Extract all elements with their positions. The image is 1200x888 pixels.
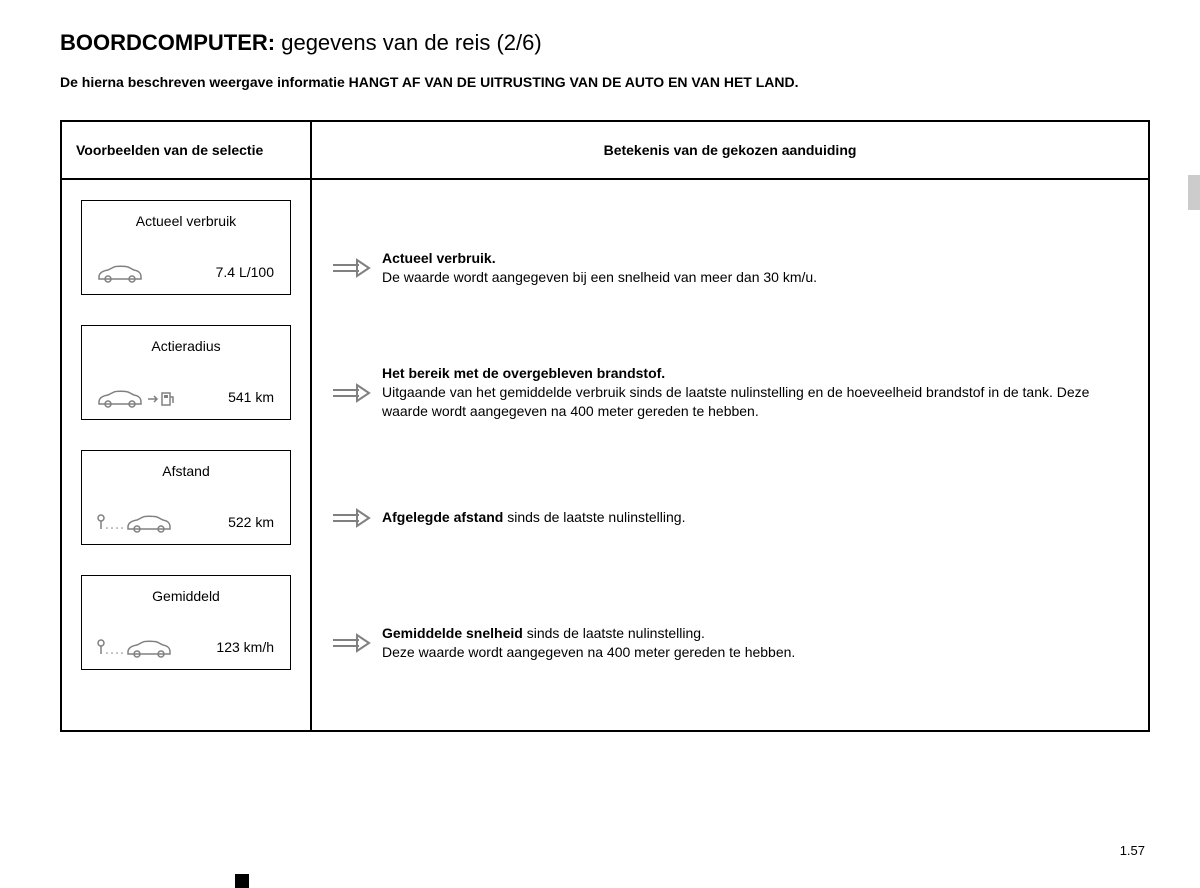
display-value: 123 km/h — [216, 639, 274, 655]
meaning-text: Actueel verbruik. De waarde wordt aangeg… — [382, 249, 1138, 287]
meaning-row: Gemiddelde snelheid sinds de laatste nul… — [322, 580, 1138, 705]
title-rest: gegevens van de reis (2/6) — [275, 30, 542, 55]
pin-car-icon — [96, 637, 171, 659]
page-number: 1.57 — [1120, 843, 1145, 858]
arrow-icon — [322, 382, 382, 404]
meaning-row: Afgelegde afstand sinds de laatste nulin… — [322, 455, 1138, 580]
info-table: Voorbeelden van de selectie Betekenis va… — [60, 120, 1150, 732]
meaning-text: Afgelegde afstand sinds de laatste nulin… — [382, 508, 1138, 527]
desc-rest: De waarde wordt aangegeven bij een snelh… — [382, 269, 817, 285]
meaning-row: Actueel verbruik. De waarde wordt aangeg… — [322, 205, 1138, 330]
desc-bold: Het bereik met de overgebleven brandstof… — [382, 365, 665, 381]
display-title: Afstand — [82, 451, 290, 479]
display-title: Actueel verbruik — [82, 201, 290, 229]
title-bold: BOORDCOMPUTER: — [60, 30, 275, 55]
meaning-row: Het bereik met de overgebleven brandstof… — [322, 330, 1138, 455]
page-subtitle: De hierna beschreven weergave informatie… — [60, 74, 1150, 90]
meanings-cell: Actueel verbruik. De waarde wordt aangeg… — [311, 179, 1149, 731]
desc-bold: Actueel verbruik. — [382, 250, 496, 266]
display-box-range: Actieradius 5 — [81, 325, 291, 420]
display-box-average: Gemiddeld — [81, 575, 291, 670]
display-box-distance: Afstand — [81, 450, 291, 545]
examples-cell: Actueel verbruik 7.4 L/100 Actieradius — [61, 179, 311, 731]
display-value: 7.4 L/100 — [216, 264, 274, 280]
desc-rest: sinds de laatste nulinstelling. — [503, 509, 685, 525]
desc-rest: sinds de laatste nulinstelling. — [523, 625, 705, 641]
desc-line2: Deze waarde wordt aangegeven na 400 mete… — [382, 644, 795, 660]
pin-car-icon — [96, 512, 171, 534]
column-header-meaning: Betekenis van de gekozen aanduiding — [311, 121, 1149, 179]
page-title: BOORDCOMPUTER: gegevens van de reis (2/6… — [60, 30, 1150, 56]
car-icon — [96, 264, 144, 284]
desc-bold: Gemiddelde snelheid — [382, 625, 523, 641]
display-title: Actieradius — [82, 326, 290, 354]
desc-rest: Uitgaande van het gemiddelde verbruik si… — [382, 384, 1089, 419]
desc-bold: Afgelegde afstand — [382, 509, 503, 525]
meaning-text: Gemiddelde snelheid sinds de laatste nul… — [382, 624, 1138, 662]
display-title: Gemiddeld — [82, 576, 290, 604]
column-header-examples: Voorbeelden van de selectie — [61, 121, 311, 179]
display-value: 541 km — [228, 389, 274, 405]
arrow-icon — [322, 257, 382, 279]
crop-mark — [235, 874, 249, 888]
side-tab — [1188, 175, 1200, 210]
arrow-icon — [322, 507, 382, 529]
display-box-consumption: Actueel verbruik 7.4 L/100 — [81, 200, 291, 295]
meaning-text: Het bereik met de overgebleven brandstof… — [382, 364, 1138, 421]
display-value: 522 km — [228, 514, 274, 530]
car-pump-icon — [96, 387, 178, 409]
arrow-icon — [322, 632, 382, 654]
